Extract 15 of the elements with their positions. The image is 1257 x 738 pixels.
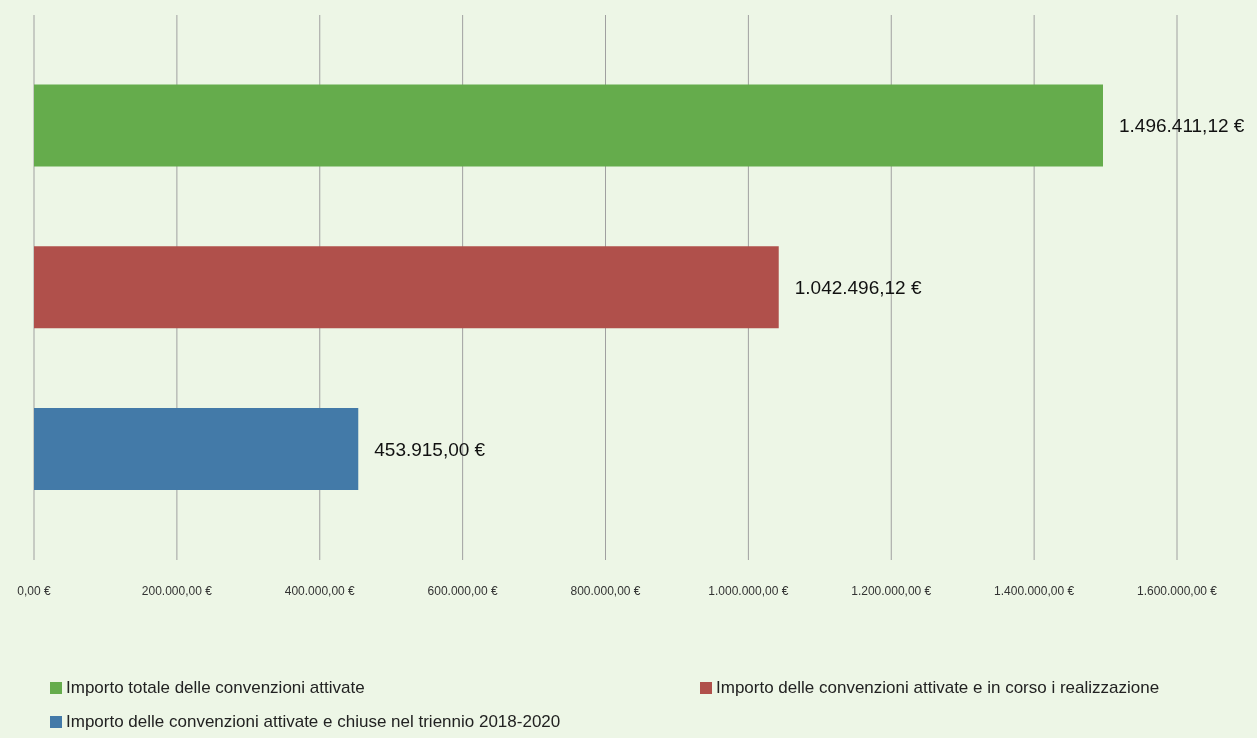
legend-label: Importo totale delle convenzioni attivate: [66, 678, 365, 698]
legend-label: Importo delle convenzioni attivate e in corso i realizzazione: [716, 678, 1160, 698]
data-label: 1.042.496,12 €: [794, 277, 922, 299]
x-tick-label: 1.600.000,00 €: [1136, 583, 1218, 598]
x-tick-label: 800.000,00 €: [570, 583, 641, 598]
x-tick-label: 1.000.000,00 €: [708, 583, 789, 598]
data-label: 453.915,00 €: [374, 438, 486, 460]
x-tick-label: 1.200.000,00 €: [851, 583, 932, 598]
x-tick-label: 0,00 €: [17, 583, 51, 598]
legend-label: Importo delle convenzioni attivate e chiuse nel triennio 2018-2020: [66, 712, 561, 732]
x-tick-label: 200.000,00 €: [141, 583, 213, 598]
data-label: 1.496.411,12 €: [1119, 115, 1245, 137]
x-tick-label: 1.400.000,00 €: [994, 583, 1075, 598]
x-tick-label: 400.000,00 €: [284, 583, 356, 598]
x-tick-label: 600.000,00 €: [427, 583, 498, 598]
